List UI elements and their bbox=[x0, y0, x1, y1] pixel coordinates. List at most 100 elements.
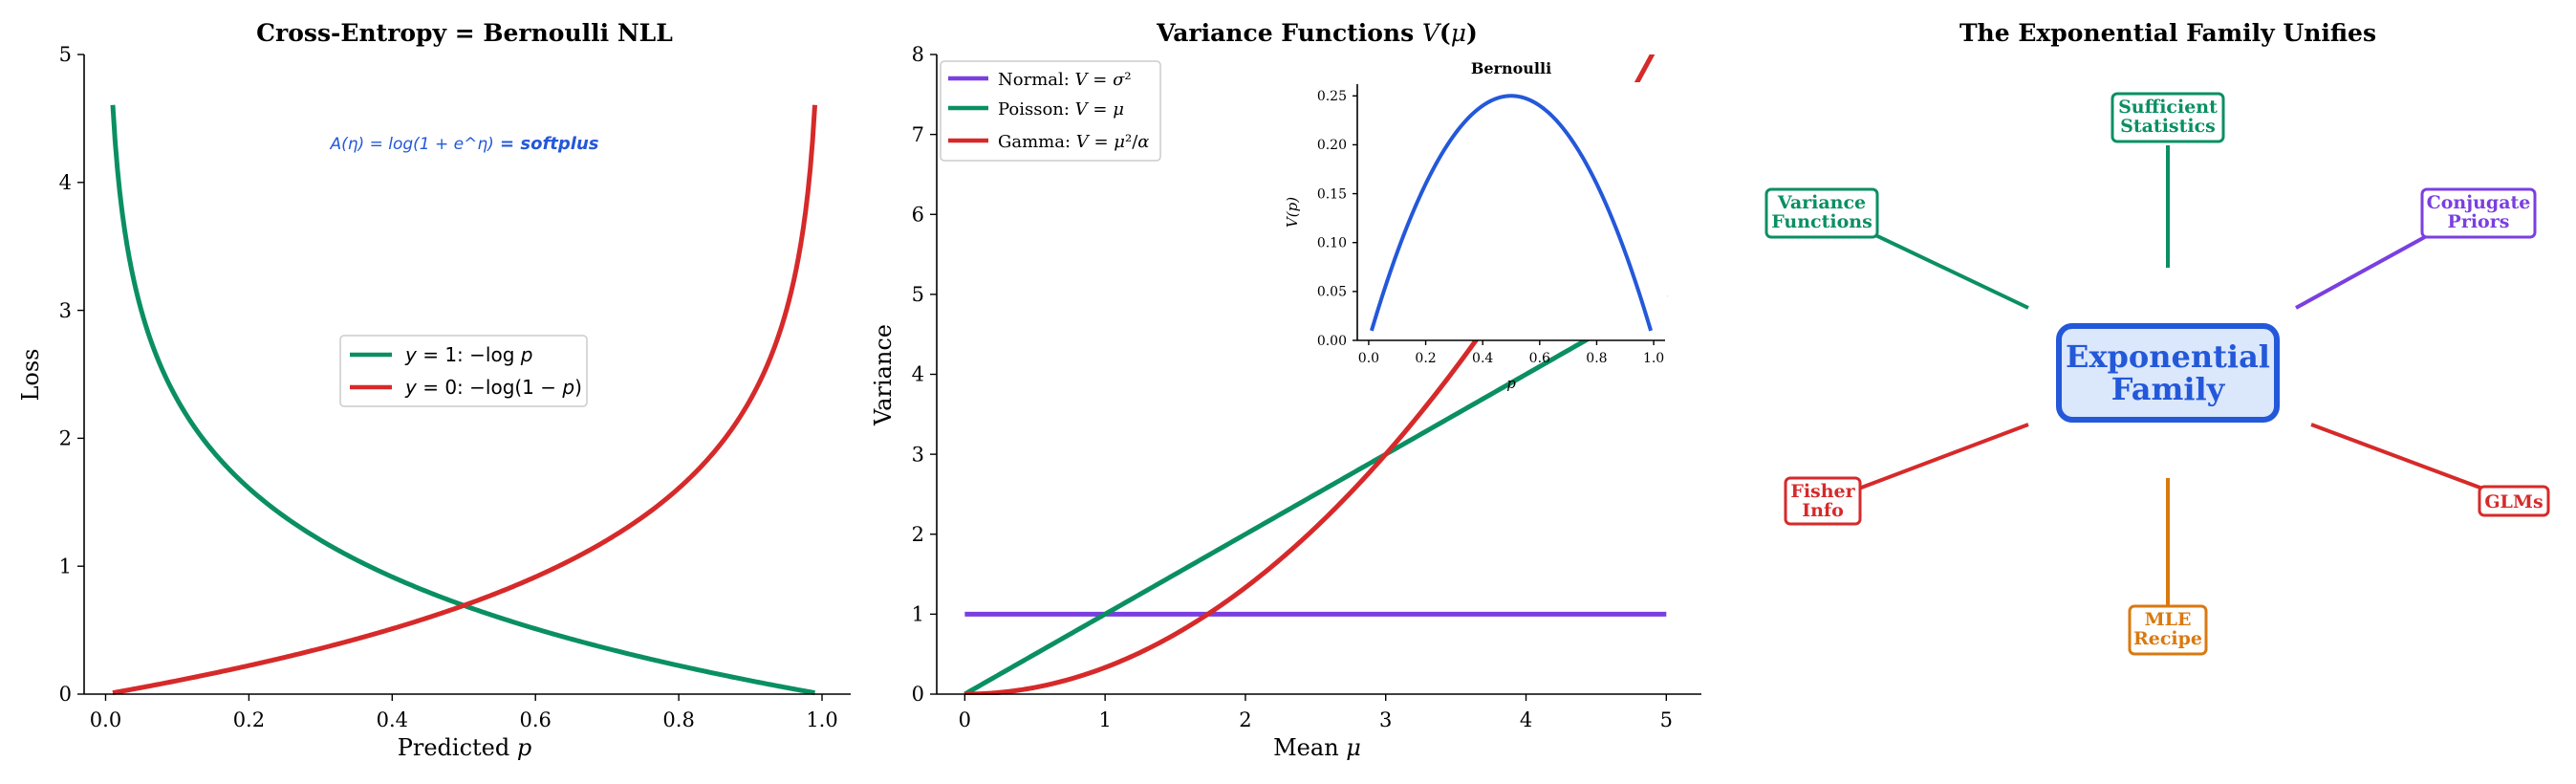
chart-title: Variance Functions V(μ) bbox=[1156, 19, 1478, 47]
connector-fisher-info bbox=[1855, 423, 2029, 491]
plot-area bbox=[110, 104, 818, 696]
x-tick-label: 0.2 bbox=[1415, 351, 1436, 366]
x-tick-label: 0.6 bbox=[520, 708, 552, 731]
node-variance-functions: Variance Functions bbox=[1764, 187, 1879, 239]
x-tick-label: 4 bbox=[1520, 708, 1532, 731]
x-ticks: 0.0 0.2 0.4 0.6 0.8 1.0 bbox=[90, 694, 838, 731]
node-label-line2: Info bbox=[1802, 500, 1844, 521]
node-box bbox=[1784, 476, 1862, 526]
connector-conjugate-priors bbox=[2295, 231, 2433, 310]
x-tick-label: 0.0 bbox=[90, 708, 121, 731]
y-tick-label: 0.25 bbox=[1317, 89, 1347, 104]
center-label-line1: Exponential bbox=[2066, 338, 2270, 375]
y-tick-label: 3 bbox=[912, 443, 924, 466]
y-tick-label: 0.00 bbox=[1317, 334, 1347, 349]
panel-cross-entropy: Cross-Entropy = Bernoulli NLL 0.0 0.2 0.4 0… bbox=[17, 19, 851, 761]
inset-x-ticks: 0.0 0.2 0.4 0.6 0.8 1.0 bbox=[1358, 340, 1664, 366]
y-tick-label: 0.20 bbox=[1317, 138, 1347, 153]
node-sufficient-statistics: Sufficient Statistics bbox=[2111, 92, 2225, 143]
panel-exponential-family-diagram: The Exponential Family Unifies Exponenti… bbox=[1764, 19, 2550, 656]
annotation-softplus: A(η) = log(1 + e^η) = softplus bbox=[330, 134, 599, 154]
series-line-y0 bbox=[112, 104, 818, 696]
y-tick-label: 5 bbox=[59, 43, 72, 66]
x-tick-label: 2 bbox=[1239, 708, 1251, 731]
diagram-title: The Exponential Family Unifies bbox=[1959, 19, 2376, 47]
x-tick-label: 0.8 bbox=[1586, 351, 1607, 366]
node-box bbox=[1764, 187, 1879, 239]
chart-title: Cross-Entropy = Bernoulli NLL bbox=[256, 19, 673, 47]
legend-label-y1: y = 1: −log p bbox=[404, 343, 532, 366]
x-axis-label: Predicted p bbox=[398, 734, 532, 761]
inset-x-label: p bbox=[1506, 375, 1516, 392]
x-tick-label: 0.6 bbox=[1529, 351, 1550, 366]
node-label-line1: Conjugate bbox=[2427, 192, 2531, 213]
node-box bbox=[2128, 604, 2208, 656]
legend-label-poisson: Poisson: V = μ bbox=[998, 99, 1124, 120]
node-label-line1: Variance bbox=[1777, 192, 1866, 213]
y-tick-label: 1 bbox=[59, 555, 72, 577]
y-tick-label: 6 bbox=[912, 203, 924, 226]
y-tick-label: 0 bbox=[912, 683, 924, 706]
y-tick-label: 0.10 bbox=[1317, 236, 1347, 251]
node-label-line1: Fisher bbox=[1790, 481, 1855, 502]
node-label-line1: Sufficient bbox=[2118, 97, 2218, 118]
node-conjugate-priors: Conjugate Priors bbox=[2420, 187, 2537, 239]
annotation-formula: A(η) = log(1 + e^η) bbox=[330, 135, 494, 154]
y-ticks: 0 1 2 3 4 5 bbox=[59, 43, 84, 706]
x-tick-label: 0.2 bbox=[233, 708, 265, 731]
legend: y = 1: −log p y = 0: −log(1 − p) bbox=[339, 335, 588, 407]
x-tick-label: 3 bbox=[1379, 708, 1392, 731]
node-box bbox=[2478, 485, 2550, 517]
node-mle-recipe: MLE Recipe bbox=[2128, 604, 2208, 656]
node-label-line2: Statistics bbox=[2120, 116, 2216, 137]
y-tick-label: 5 bbox=[912, 283, 924, 306]
inset-y-label: V(p) bbox=[1284, 197, 1301, 228]
legend-label-gamma: Gamma: V = μ²/α bbox=[998, 132, 1149, 152]
y-ticks: 0 1 2 3 4 5 6 7 8 bbox=[912, 43, 937, 706]
inset-plot-area bbox=[1369, 94, 1654, 332]
connector-glms bbox=[2310, 423, 2486, 491]
node-label-line2: Recipe bbox=[2133, 628, 2202, 649]
x-tick-label: 1.0 bbox=[1643, 351, 1664, 366]
connector-variance-functions bbox=[1871, 231, 2029, 310]
inset-y-ticks: 0.00 0.05 0.10 0.15 0.20 0.25 bbox=[1317, 89, 1357, 349]
y-tick-label: 1 bbox=[912, 603, 924, 626]
legend-frame bbox=[940, 60, 1161, 162]
panel-variance-functions: Variance Functions V(μ) 0 1 2 3 4 5 0 1 2 3 4 5 6 7 8… bbox=[870, 19, 1701, 761]
y-tick-label: 0.05 bbox=[1317, 285, 1347, 300]
center-box bbox=[2056, 323, 2280, 423]
y-axis-label: Variance bbox=[870, 324, 897, 426]
inset-bernoulli: Bernoulli 0.0 0.2 0.4 0.6 0.8 1.0 0.00 0.05 0.1… bbox=[1284, 59, 1667, 392]
node-label-line1: GLMs bbox=[2484, 491, 2543, 512]
node-box bbox=[2111, 92, 2225, 143]
y-tick-label: 8 bbox=[912, 43, 924, 66]
legend: Normal: V = σ² Poisson: V = μ Gamma: V =… bbox=[940, 60, 1161, 162]
legend-label-normal: Normal: V = σ² bbox=[998, 70, 1132, 90]
y-tick-label: 4 bbox=[59, 171, 72, 194]
x-ticks: 0 1 2 3 4 5 bbox=[959, 694, 1673, 731]
inset-series-line bbox=[1369, 94, 1654, 332]
x-tick-label: 0.4 bbox=[377, 708, 408, 731]
node-fisher-info: Fisher Info bbox=[1784, 476, 1862, 526]
legend-label-y0: y = 0: −log(1 − p) bbox=[404, 376, 582, 399]
node-label-line2: Priors bbox=[2448, 211, 2510, 232]
inset-title: Bernoulli bbox=[1471, 59, 1551, 77]
node-glms: GLMs bbox=[2478, 485, 2550, 517]
legend-frame bbox=[339, 335, 588, 407]
node-exponential-family: Exponential Family bbox=[2056, 323, 2280, 423]
center-label-line2: Family bbox=[2111, 371, 2226, 407]
x-tick-label: 1 bbox=[1098, 708, 1111, 731]
x-axis-label: Mean μ bbox=[1273, 734, 1361, 761]
node-box bbox=[2420, 187, 2537, 239]
annotation-text: = softplus bbox=[494, 134, 599, 154]
y-tick-label: 3 bbox=[59, 299, 72, 322]
node-label-line2: Functions bbox=[1771, 211, 1872, 232]
x-tick-label: 0 bbox=[959, 708, 971, 731]
y-tick-label: 4 bbox=[912, 363, 924, 386]
y-tick-label: 0.15 bbox=[1317, 186, 1347, 202]
x-tick-label: 0.0 bbox=[1358, 351, 1379, 366]
y-tick-label: 2 bbox=[912, 523, 924, 546]
inset-background bbox=[1357, 82, 1667, 340]
x-tick-label: 0.4 bbox=[1472, 351, 1493, 366]
y-tick-label: 2 bbox=[59, 427, 72, 450]
